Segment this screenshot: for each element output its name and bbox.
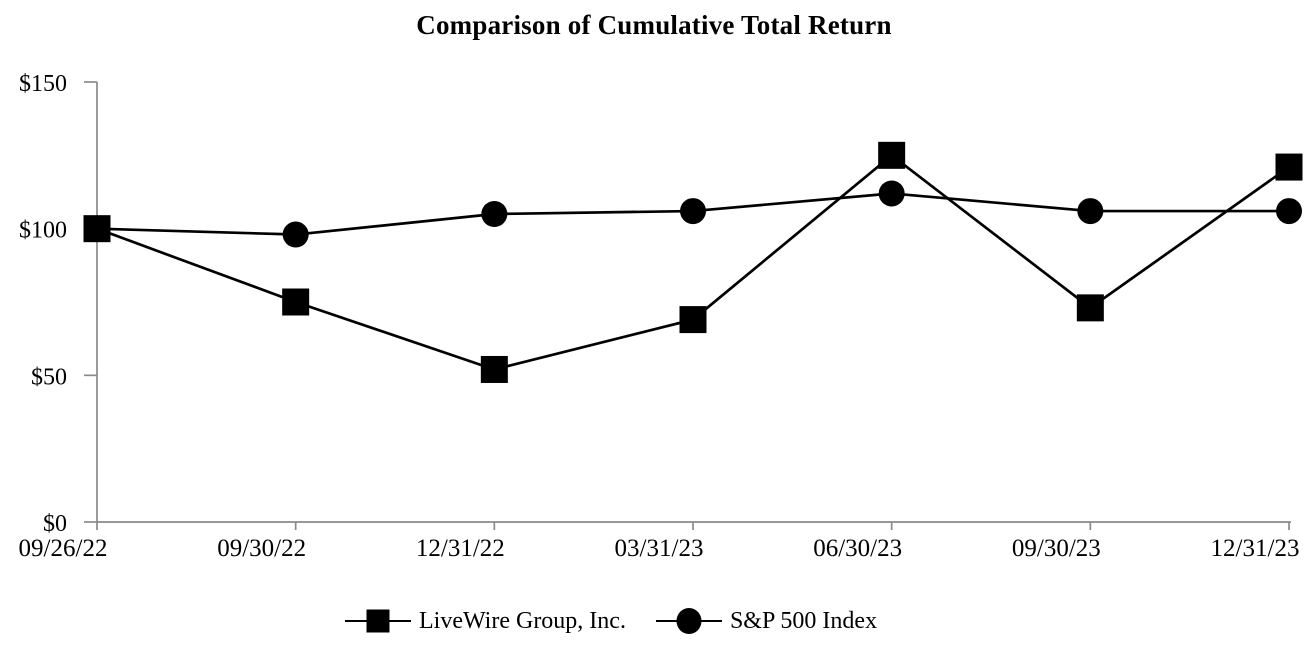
legend-label-livewire: LiveWire Group, Inc.	[419, 608, 626, 634]
x-tick-label: 09/30/22	[217, 535, 306, 562]
x-tick-label: 12/31/23	[1211, 535, 1300, 562]
cumulative-return-line-chart: $0 $50 $100 $150 09/26/22 09/30/22 12/31/22 03/…	[19, 71, 1303, 562]
y-tick-label: $0	[43, 511, 67, 537]
y-tick-label: $150	[19, 71, 67, 97]
data-point-square-livewire	[480, 355, 508, 383]
chart-title: Comparison of Cumulative Total Return	[416, 10, 892, 40]
x-tick-label: 12/31/22	[416, 535, 505, 562]
x-tick-label: 09/26/22	[19, 535, 108, 562]
legend-circle	[676, 608, 702, 634]
data-point-square-livewire	[282, 288, 310, 316]
legend-item-livewire: LiveWire Group, Inc.	[345, 606, 626, 636]
square-marker-icon	[345, 606, 411, 636]
data-point-circle-sp500	[84, 215, 110, 242]
data-point-square-livewire	[679, 306, 707, 334]
data-point-circle-sp500	[878, 180, 905, 207]
data-point-circle-sp500	[282, 221, 309, 248]
data-point-circle-sp500	[1077, 198, 1104, 225]
x-tick-label: 03/31/23	[615, 535, 704, 562]
legend-square	[366, 609, 390, 633]
data-point-circle-sp500	[680, 198, 706, 225]
series-line-livewire	[96, 153, 1290, 371]
circle-marker-icon	[655, 606, 722, 636]
legend-label-sp500: S&P 500 Index	[729, 608, 878, 634]
chart-legend: LiveWire Group, Inc. S&P 500 Index	[345, 606, 877, 636]
legend-item-sp500: S&P 500 Index	[655, 606, 878, 636]
y-tick-label: $50	[31, 364, 67, 390]
data-point-circle-sp500	[1276, 198, 1302, 225]
axis-lines	[96, 82, 1291, 523]
x-tick-label: 09/30/23	[1012, 535, 1101, 562]
y-tick-label: $100	[19, 218, 67, 244]
data-point-circle-sp500	[481, 201, 508, 227]
data-point-square-livewire	[878, 141, 906, 169]
data-point-square-livewire	[1275, 153, 1303, 181]
x-tick-label: 06/30/23	[813, 535, 902, 562]
data-point-square-livewire	[1076, 294, 1104, 322]
